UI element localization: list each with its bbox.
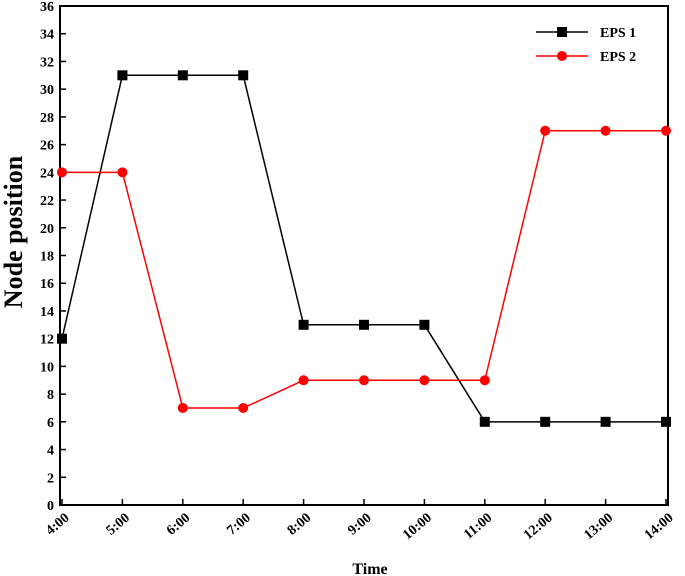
y-tick-label: 12 <box>40 333 54 348</box>
legend-marker <box>557 51 567 61</box>
series-line-2 <box>62 130 666 409</box>
series-1-point <box>57 333 67 344</box>
series-layer <box>57 70 671 427</box>
series-2-point <box>479 375 490 386</box>
series-1-point <box>298 319 309 330</box>
series-2-point <box>540 125 551 136</box>
y-tick-label: 8 <box>47 388 54 403</box>
y-tick-label: 32 <box>40 55 54 70</box>
y-tick-label: 24 <box>40 166 54 181</box>
legend: EPS 1 EPS 2 <box>536 26 636 65</box>
y-tick-label: 16 <box>40 277 54 292</box>
legend-label: EPS 2 <box>600 50 636 65</box>
x-tick-label: 8:00 <box>285 511 314 539</box>
series-1-point <box>661 416 671 427</box>
series-2-point <box>238 402 249 413</box>
x-tick-label: 13:00 <box>582 511 617 543</box>
plot-frame <box>59 5 669 506</box>
x-tick-label: 7:00 <box>224 511 253 539</box>
x-tick-label: 14:00 <box>642 511 677 543</box>
series-2-point <box>177 402 188 413</box>
series-1-point <box>540 416 551 427</box>
y-tick-label: 18 <box>40 250 54 265</box>
series-2-point <box>359 375 369 386</box>
y-tick-label: 34 <box>40 28 54 43</box>
x-axis-title: Time <box>352 561 387 576</box>
y-tick-label: 36 <box>40 0 54 15</box>
series-2-point <box>661 125 671 136</box>
x-tick-label: 6:00 <box>164 511 193 539</box>
series-line-1 <box>61 74 666 423</box>
series-2-point <box>117 167 128 178</box>
series-2-point <box>600 125 611 136</box>
y-axis-title: Node position <box>0 155 28 308</box>
series-1-point <box>177 70 188 81</box>
y-tick-label: 28 <box>40 111 54 126</box>
y-tick-label: 30 <box>40 83 54 98</box>
legend-label: EPS 1 <box>600 26 636 41</box>
legend-marker <box>557 27 567 37</box>
y-tick-label: 10 <box>40 360 54 375</box>
series-1-point <box>600 416 611 427</box>
x-tick-label: 4:00 <box>43 511 72 539</box>
y-tick-label: 4 <box>47 444 54 459</box>
y-tick-label: 2 <box>47 471 54 486</box>
x-tick-label: 5:00 <box>104 511 133 539</box>
series-1-point <box>419 319 430 330</box>
x-tick-label: 9:00 <box>345 511 374 539</box>
series-1-point <box>117 70 128 81</box>
x-tick-label: 10:00 <box>400 511 435 543</box>
y-tick-label: 0 <box>47 499 54 514</box>
y-tick-label: 14 <box>40 305 54 320</box>
y-tick-label: 6 <box>47 416 54 431</box>
series-1-point <box>479 416 490 427</box>
series-1-point <box>359 319 369 330</box>
series-2-point <box>419 375 430 386</box>
series-2-point <box>298 375 309 386</box>
y-tick-label: 26 <box>40 139 54 154</box>
series-1-point <box>238 70 249 81</box>
series-2-point <box>57 167 67 178</box>
x-tick-label: 11:00 <box>461 511 495 543</box>
y-tick-label: 20 <box>40 222 54 237</box>
y-tick-label: 22 <box>40 194 54 209</box>
x-tick-label: 12:00 <box>521 511 556 543</box>
